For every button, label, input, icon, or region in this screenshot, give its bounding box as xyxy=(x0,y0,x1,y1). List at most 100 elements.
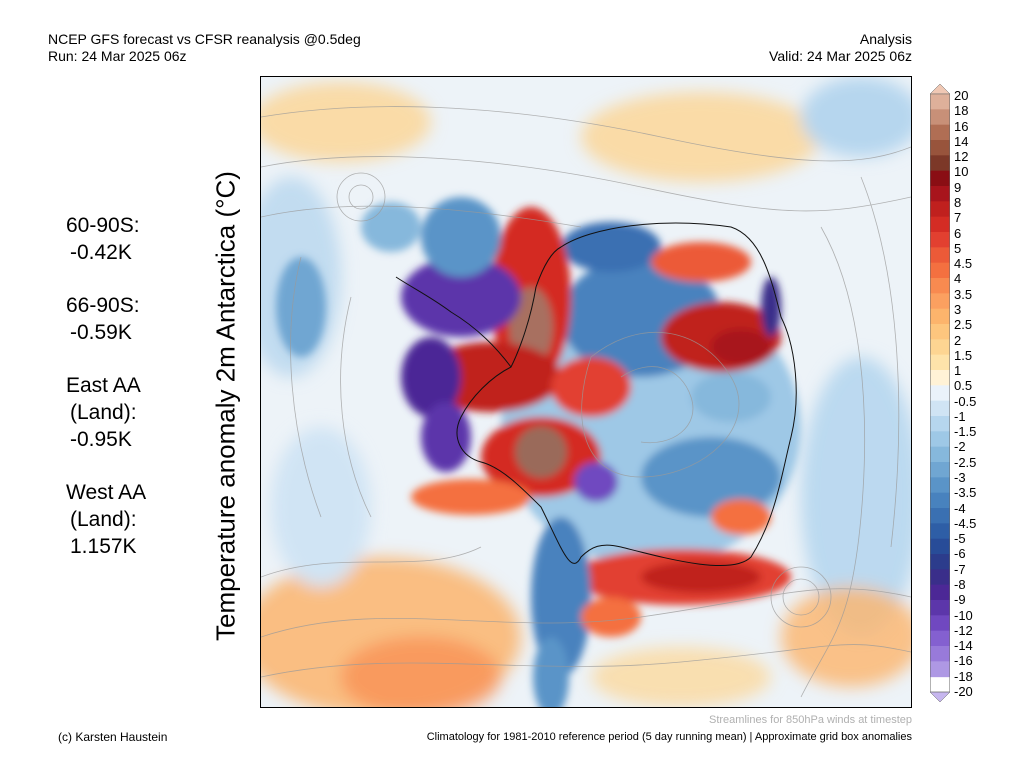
colorbar-tick-label: 2.5 xyxy=(954,317,973,333)
colorbar-tick-label: -3.5 xyxy=(954,485,977,501)
colorbar-segment xyxy=(930,416,950,432)
stat-value: -0.95K xyxy=(70,428,132,451)
colorbar-segment xyxy=(930,140,950,156)
colorbar-segment xyxy=(930,370,950,386)
colorbar-segment xyxy=(930,170,950,187)
colorbar-tick-label: 8 xyxy=(954,194,962,210)
colorbar-segment xyxy=(930,554,950,570)
stat-label: West AA xyxy=(66,481,147,504)
colorbar xyxy=(930,84,950,702)
colorbar-tick-label: 4.5 xyxy=(954,256,973,272)
colorbar-segment xyxy=(930,477,950,494)
colorbar-segment xyxy=(930,400,950,417)
colorbar-segment xyxy=(930,600,950,616)
colorbar-tick-label: 9 xyxy=(954,179,962,195)
run-time: Run: 24 Mar 2025 06z xyxy=(48,48,187,64)
colorbar-segment xyxy=(930,523,950,540)
colorbar-segment xyxy=(930,293,950,310)
colorbar-tick-label: -7 xyxy=(954,561,966,577)
colorbar-tick-label: -4 xyxy=(954,500,966,516)
colorbar-segment xyxy=(930,155,950,172)
colorbar-tick-label: 16 xyxy=(954,118,969,134)
streamline-note: Streamlines for 850hPa winds at timestep xyxy=(709,714,912,726)
stat-label: East AA xyxy=(66,374,141,397)
title-block: NCEP GFS forecast vs CFSR reanalysis @0.… xyxy=(48,31,361,65)
colorbar-segment xyxy=(930,646,950,662)
colorbar-segment xyxy=(930,462,950,478)
wind-streamlines xyxy=(261,106,911,698)
colorbar-tick-label: -2 xyxy=(954,439,966,455)
analysis-label: Analysis xyxy=(859,31,912,47)
colorbar-bottom-arrow xyxy=(930,691,950,702)
stat-value: -0.42K xyxy=(70,241,132,264)
colorbar-tick-label: -14 xyxy=(954,638,973,654)
colorbar-tick-label: 2 xyxy=(954,332,962,348)
colorbar-segment xyxy=(930,569,950,586)
colorbar-segment xyxy=(930,278,950,294)
colorbar-segment xyxy=(930,492,950,509)
colorbar-tick-label: -5 xyxy=(954,531,966,547)
colorbar-tick-label: 1.5 xyxy=(954,347,973,363)
colorbar-segment xyxy=(930,186,950,202)
colorbar-tick-label: -12 xyxy=(954,622,973,638)
colorbar-tick-label: -0.5 xyxy=(954,393,977,409)
regional-stats: 60-90S: -0.42K 66-90S: -0.59K East AA (Land):… xyxy=(66,212,146,586)
anomaly-cores xyxy=(276,197,801,707)
colorbar-top-arrow xyxy=(930,84,950,95)
colorbar-labels: 20 18 16 14 12 10 9 8 7 6 5 4.5 4 3.5 3 2.5 2 1.5 1 0.5 -0.5… xyxy=(954,84,1014,702)
colorbar-tick-label: -10 xyxy=(954,607,973,623)
colorbar-segment xyxy=(930,615,950,632)
peninsula-coastline xyxy=(395,276,512,368)
stat-label: 66-90S: xyxy=(66,294,140,317)
valid-time-block: Analysis Valid: 24 Mar 2025 06z xyxy=(769,31,912,65)
colorbar-segment xyxy=(930,354,950,371)
colorbar-tick-label: 18 xyxy=(954,103,969,119)
colorbar-tick-label: 6 xyxy=(954,225,962,241)
climatology-note: Climatology for 1981-2010 reference peri… xyxy=(426,731,912,743)
antarctic-coastline xyxy=(456,222,797,567)
valid-time: Valid: 24 Mar 2025 06z xyxy=(769,48,912,64)
title-line-1: NCEP GFS forecast vs CFSR reanalysis @0.… xyxy=(48,31,361,47)
colorbar-segment xyxy=(930,109,950,126)
colorbar-segment xyxy=(930,201,950,218)
colorbar-tick-label: 7 xyxy=(954,210,962,226)
colorbar-segment xyxy=(930,339,950,356)
stat-label: (Land): xyxy=(70,508,137,531)
anomaly-field xyxy=(261,77,911,707)
colorbar-segment xyxy=(930,508,950,524)
stat-block: East AA (Land): -0.95K xyxy=(66,372,146,453)
colorbar-segment xyxy=(930,538,950,555)
map-panel xyxy=(260,76,912,708)
colorbar-tick-label: -20 xyxy=(954,684,973,699)
stat-block: 60-90S: -0.42K xyxy=(66,212,146,266)
colorbar-tick-label: -3 xyxy=(954,470,966,486)
colorbar-segment xyxy=(930,630,950,647)
colorbar-segment xyxy=(930,431,950,448)
colorbar-tick-label: -1 xyxy=(954,408,966,424)
stat-label: (Land): xyxy=(70,401,137,424)
colorbar-tick-label: 10 xyxy=(954,164,969,180)
colorbar-frame xyxy=(930,93,950,693)
stat-block: West AA (Land): 1.157K xyxy=(66,479,146,560)
colorbar-tick-label: -1.5 xyxy=(954,424,977,440)
colorbar-tick-label: -2.5 xyxy=(954,454,977,470)
colorbar-segment xyxy=(930,262,950,279)
colorbar-segment xyxy=(930,247,950,264)
stat-value: -0.59K xyxy=(70,321,132,344)
stat-block: 66-90S: -0.59K xyxy=(66,292,146,346)
stat-label: 60-90S: xyxy=(66,214,140,237)
colorbar-tick-label: 12 xyxy=(954,149,969,165)
colorbar-tick-label: 0.5 xyxy=(954,378,973,394)
colorbar-segment xyxy=(930,324,950,340)
colorbar-tick-label: -16 xyxy=(954,653,973,669)
colorbar-segment xyxy=(930,216,950,233)
credit: (c) Karsten Haustein xyxy=(58,730,168,744)
colorbar-segment xyxy=(930,385,950,402)
colorbar-tick-label: 1 xyxy=(954,363,962,379)
colorbar-tick-label: 4 xyxy=(954,271,962,287)
colorbar-segment xyxy=(930,584,950,601)
colorbar-tick-label: -18 xyxy=(954,668,973,684)
anomaly-map xyxy=(261,77,911,707)
colorbar-tick-label: 3 xyxy=(954,301,962,317)
colorbar-segment xyxy=(930,446,950,463)
